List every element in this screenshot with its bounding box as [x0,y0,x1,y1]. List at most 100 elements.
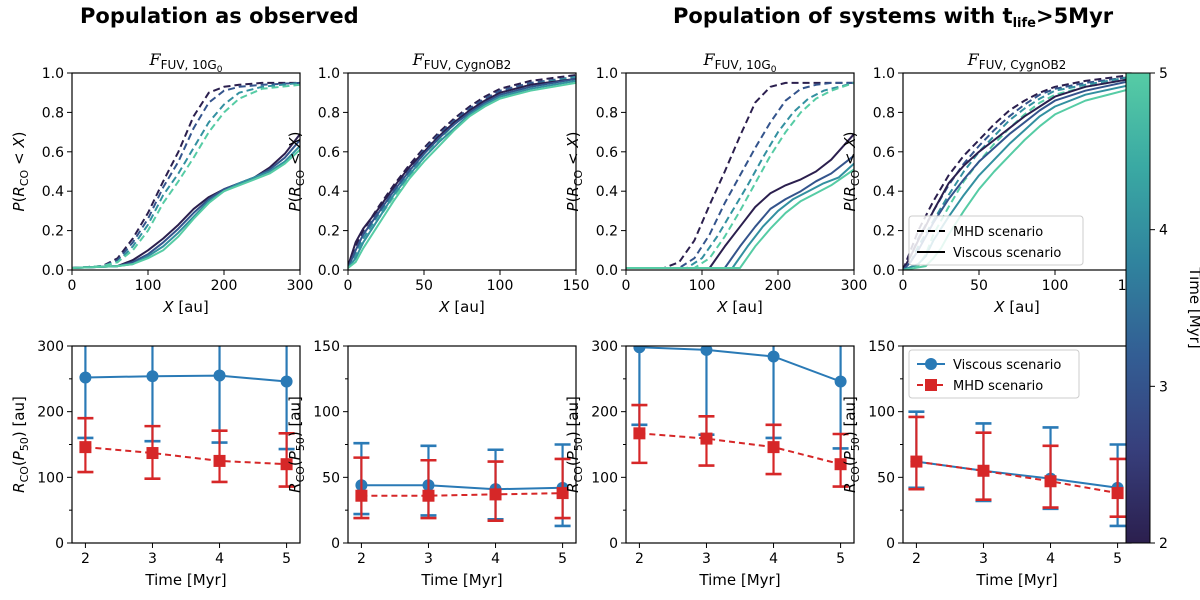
series-line-dashed-3myr [903,75,1131,270]
data-point-viscous [700,346,713,356]
x-tick-label: 100 [1042,278,1069,294]
data-point-viscous [146,370,159,383]
series-line-dashed-3myr [72,81,300,269]
x-tick-label: 3 [424,551,433,567]
series-group [626,81,854,269]
colorbar: 2 3 4 5 Time [Myr] [1125,66,1200,552]
legend-label: Viscous scenario [953,358,1061,373]
legend-label: Viscous scenario [953,246,1061,261]
panel-title: FFUV, CygnOB2 [967,50,1067,72]
y-tick-label: 0.0 [873,263,895,279]
series-line-dashed-2myr [348,74,576,267]
x-axis-label: X [au] [993,298,1039,316]
x-tick-label: 300 [287,278,314,294]
series-line-viscous [639,346,841,383]
y-tick-label: 200 [591,405,618,421]
colorbar-gradient [1125,72,1151,544]
data-point-mhd [767,441,780,454]
y-tick-label: 150 [313,339,340,355]
x-axis-label: Time [Myr] [144,571,226,589]
plot-frame [347,345,577,544]
x-tick-label: 0 [622,278,631,294]
heading-right-suffix: >5Myr [1035,4,1114,28]
colorbar-tick-label: 4 [1159,223,1168,239]
panel-title: FFUV, 10G0 [703,50,777,75]
x-tick-label: 3 [979,551,988,567]
y-tick-label: 0.4 [318,184,340,200]
y-tick-label: 0.2 [42,224,64,240]
series-line-dashed-4myr [626,81,854,269]
data-point-mhd [213,454,226,467]
panel-title: FFUV, 10G0 [149,50,223,75]
y-tick-label: 100 [868,405,895,421]
legend-box [908,349,1080,399]
data-point-mhd [700,432,713,445]
series-line-solid-5myr [348,81,576,269]
data-point-mhd [79,441,92,454]
series-line-dashed-5myr [348,77,576,269]
series-line-mhd [916,460,1118,495]
y-axis-label: RCO(P50) [au] [10,396,31,493]
x-tick-label: 100 [135,278,162,294]
y-tick-label: 0.4 [42,184,64,200]
panel-bottom-3: 2 3 4 5 0 100 200 300 Time [Myr] RCO(P50) [au] [564,339,855,589]
y-axis-label: RCO(P50) [au] [841,396,862,493]
x-tick-label: 5 [836,551,845,567]
series-line-dashed-5myr [72,83,300,269]
y-tick-label: 100 [37,470,64,486]
data-point-mhd [977,464,990,477]
x-tick-label: 3 [148,551,157,567]
data-point-viscous [79,371,92,384]
series-line-mhd [361,492,563,497]
x-tick-label: 100 [487,278,514,294]
y-tick-label: 0 [331,536,340,552]
heading-population-as-observed: Population as observed [80,4,359,28]
plot-frame [71,72,301,271]
y-tick-label: 50 [877,470,895,486]
y-axis-label: RCO(P50) [au] [286,396,307,493]
data-point-viscous [633,346,646,354]
y-tick-label: 0.8 [596,105,618,121]
legend: Viscous scenario MHD scenario [908,349,1080,399]
legend-label: MHD scenario [953,379,1043,394]
y-tick-label: 0.6 [42,145,64,161]
y-tick-label: 0.4 [596,184,618,200]
y-tick-label: 0 [886,536,895,552]
series-line-mhd [85,446,287,466]
y-tick-label: 0.2 [318,224,340,240]
y-tick-label: 0.2 [596,224,618,240]
y-axis-label: P(RCO < X) [564,132,585,212]
legend-label: MHD scenario [953,225,1043,240]
x-tick-label: 0 [899,278,908,294]
series-group [631,346,849,488]
plot-frame [625,345,855,544]
x-tick-label: 200 [765,278,792,294]
y-tick-label: 0.8 [873,105,895,121]
data-point-mhd [1111,487,1124,500]
series-line-solid-4myr [72,145,300,269]
x-tick-label: 5 [282,551,291,567]
series-line-solid-5myr [626,168,854,269]
y-tick-label: 1.0 [873,66,895,82]
plot-frame [625,72,855,271]
y-tick-label: 0.0 [42,263,64,279]
series-line-solid-2myr [72,133,300,269]
y-tick-label: 1.0 [318,66,340,82]
data-point-mhd [280,458,293,471]
legend-marker-circle [925,358,937,370]
y-tick-label: 0.6 [596,145,618,161]
series-line-solid-3myr [626,154,854,269]
series-line-solid-2myr [348,77,576,267]
x-axis-label: Time [Myr] [420,571,502,589]
series-group [77,346,295,488]
series-line-dashed-4myr [348,75,576,269]
data-point-mhd [633,427,646,440]
x-tick-label: 3 [702,551,711,567]
heading-right-prefix: Population of systems with t [673,4,1013,28]
x-tick-label: 100 [689,278,716,294]
panel-title: FFUV, CygnOB2 [412,50,512,72]
x-tick-label: 150 [563,278,590,294]
y-tick-label: 0 [55,536,64,552]
x-tick-label: 2 [81,551,90,567]
